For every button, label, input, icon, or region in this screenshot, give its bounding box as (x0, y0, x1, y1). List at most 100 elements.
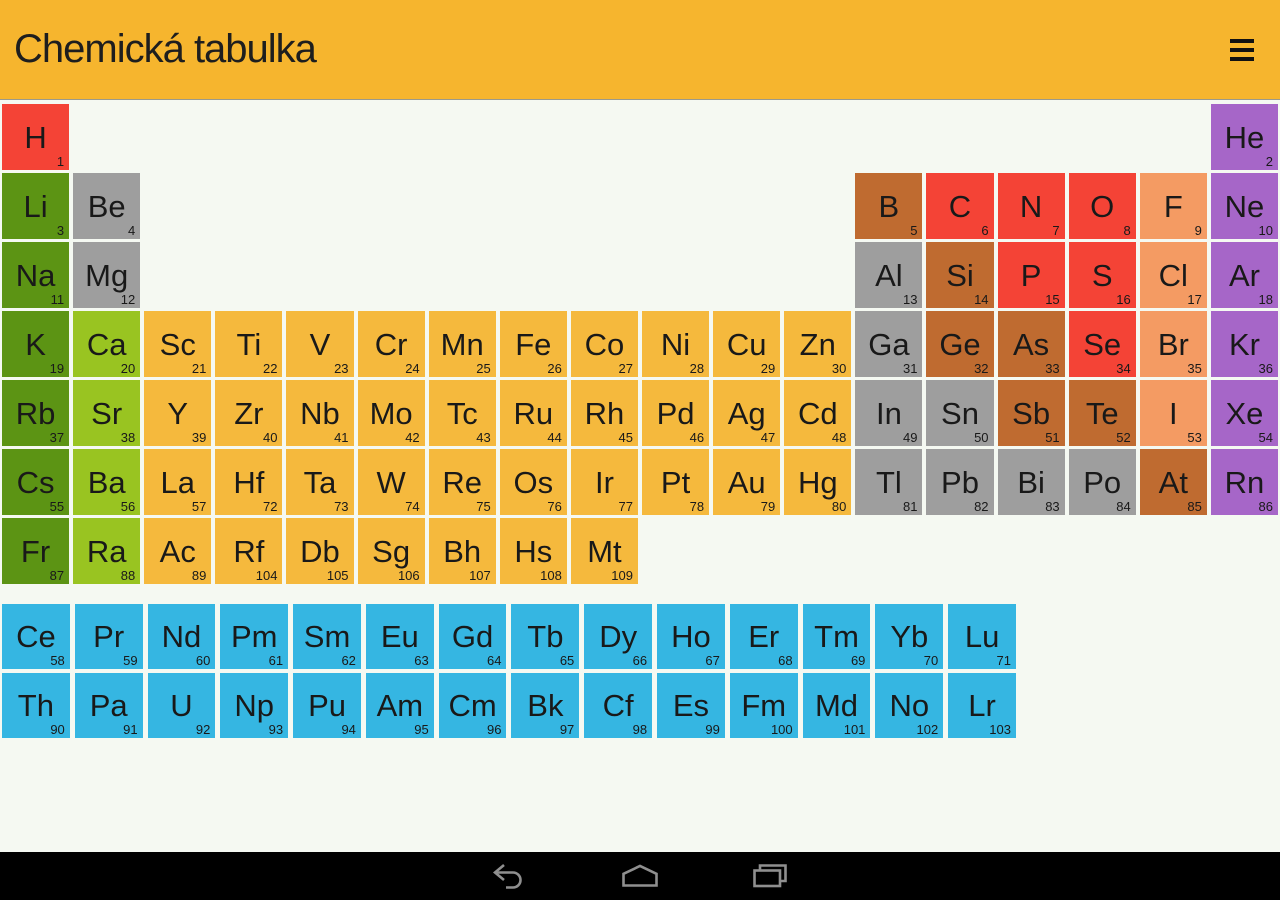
element-cell-Pu[interactable]: Pu 94 (293, 673, 361, 738)
element-cell-Rb[interactable]: Rb 37 (2, 380, 70, 446)
element-cell-Pr[interactable]: Pr 59 (74, 604, 143, 669)
element-cell-Nb[interactable]: Nb 41 (286, 380, 354, 446)
element-cell-Se[interactable]: Se 34 (1068, 311, 1136, 377)
element-cell-Er[interactable]: Er 68 (729, 604, 798, 669)
element-cell-Cu[interactable]: Cu 29 (713, 311, 781, 377)
menu-button[interactable] (1212, 15, 1272, 85)
element-cell-Mn[interactable]: Mn 25 (428, 311, 496, 377)
element-cell-Br[interactable]: Br 35 (1139, 311, 1207, 377)
element-cell-Hg[interactable]: Hg 80 (784, 449, 852, 515)
element-cell-Sn[interactable]: Sn 50 (926, 380, 994, 446)
element-cell-Pa[interactable]: Pa 91 (74, 673, 143, 738)
element-cell-Mg[interactable]: Mg 12 (73, 242, 141, 308)
element-cell-Sr[interactable]: Sr 38 (73, 380, 141, 446)
element-cell-Ba[interactable]: Ba 56 (73, 449, 141, 515)
element-cell-Tm[interactable]: Tm 69 (802, 604, 871, 669)
element-cell-Gd[interactable]: Gd 64 (438, 604, 507, 669)
element-cell-Po[interactable]: Po 84 (1068, 449, 1136, 515)
element-cell-Be[interactable]: Be 4 (73, 173, 141, 239)
element-cell-Au[interactable]: Au 79 (713, 449, 781, 515)
element-cell-Bh[interactable]: Bh 107 (428, 518, 496, 584)
element-cell-Am[interactable]: Am 95 (365, 673, 434, 738)
element-cell-I[interactable]: I 53 (1139, 380, 1207, 446)
element-cell-Cd[interactable]: Cd 48 (784, 380, 852, 446)
element-cell-U[interactable]: U 92 (147, 673, 216, 738)
element-cell-Bi[interactable]: Bi 83 (997, 449, 1065, 515)
element-cell-Th[interactable]: Th 90 (2, 673, 70, 738)
element-cell-Na[interactable]: Na 11 (2, 242, 70, 308)
element-cell-Mt[interactable]: Mt 109 (570, 518, 638, 584)
element-cell-In[interactable]: In 49 (855, 380, 923, 446)
element-cell-Ac[interactable]: Ac 89 (144, 518, 212, 584)
element-cell-Tc[interactable]: Tc 43 (428, 380, 496, 446)
element-cell-Y[interactable]: Y 39 (144, 380, 212, 446)
element-cell-Lu[interactable]: Lu 71 (948, 604, 1016, 669)
element-cell-Ag[interactable]: Ag 47 (713, 380, 781, 446)
element-cell-S[interactable]: S 16 (1068, 242, 1136, 308)
element-cell-Mo[interactable]: Mo 42 (357, 380, 425, 446)
element-cell-Rf[interactable]: Rf 104 (215, 518, 283, 584)
element-cell-Ir[interactable]: Ir 77 (570, 449, 638, 515)
element-cell-Np[interactable]: Np 93 (220, 673, 289, 738)
back-button[interactable] (491, 861, 529, 891)
element-cell-Sm[interactable]: Sm 62 (293, 604, 361, 669)
element-cell-Cr[interactable]: Cr 24 (357, 311, 425, 377)
element-cell-Ru[interactable]: Ru 44 (499, 380, 567, 446)
element-cell-Yb[interactable]: Yb 70 (875, 604, 944, 669)
element-cell-Kr[interactable]: Kr 36 (1210, 311, 1278, 377)
element-cell-Ho[interactable]: Ho 67 (657, 604, 725, 669)
element-cell-Dy[interactable]: Dy 66 (584, 604, 653, 669)
element-cell-Al[interactable]: Al 13 (855, 242, 923, 308)
element-cell-Hf[interactable]: Hf 72 (215, 449, 283, 515)
element-cell-Fr[interactable]: Fr 87 (2, 518, 70, 584)
element-cell-Ar[interactable]: Ar 18 (1210, 242, 1278, 308)
element-cell-Cf[interactable]: Cf 98 (584, 673, 653, 738)
element-cell-Re[interactable]: Re 75 (428, 449, 496, 515)
element-cell-Li[interactable]: Li 3 (2, 173, 70, 239)
element-cell-Ti[interactable]: Ti 22 (215, 311, 283, 377)
element-cell-Eu[interactable]: Eu 63 (365, 604, 434, 669)
element-cell-La[interactable]: La 57 (144, 449, 212, 515)
element-cell-Si[interactable]: Si 14 (926, 242, 994, 308)
element-cell-Zn[interactable]: Zn 30 (784, 311, 852, 377)
element-cell-Sc[interactable]: Sc 21 (144, 311, 212, 377)
element-cell-At[interactable]: At 85 (1139, 449, 1207, 515)
element-cell-Co[interactable]: Co 27 (570, 311, 638, 377)
element-cell-Os[interactable]: Os 76 (499, 449, 567, 515)
element-cell-Fe[interactable]: Fe 26 (499, 311, 567, 377)
element-cell-Pt[interactable]: Pt 78 (642, 449, 710, 515)
element-cell-Ce[interactable]: Ce 58 (2, 604, 70, 669)
element-cell-Db[interactable]: Db 105 (286, 518, 354, 584)
element-cell-Sb[interactable]: Sb 51 (997, 380, 1065, 446)
element-cell-Zr[interactable]: Zr 40 (215, 380, 283, 446)
element-cell-Ta[interactable]: Ta 73 (286, 449, 354, 515)
element-cell-Ga[interactable]: Ga 31 (855, 311, 923, 377)
element-cell-Nd[interactable]: Nd 60 (147, 604, 216, 669)
element-cell-Cm[interactable]: Cm 96 (438, 673, 507, 738)
element-cell-Cs[interactable]: Cs 55 (2, 449, 70, 515)
element-cell-K[interactable]: K 19 (2, 311, 70, 377)
element-cell-P[interactable]: P 15 (997, 242, 1065, 308)
element-cell-V[interactable]: V 23 (286, 311, 354, 377)
home-button[interactable] (621, 861, 659, 891)
element-cell-Md[interactable]: Md 101 (802, 673, 871, 738)
element-cell-W[interactable]: W 74 (357, 449, 425, 515)
element-cell-Ne[interactable]: Ne 10 (1210, 173, 1278, 239)
element-cell-Bk[interactable]: Bk 97 (511, 673, 580, 738)
element-cell-Ge[interactable]: Ge 32 (926, 311, 994, 377)
element-cell-Pm[interactable]: Pm 61 (220, 604, 289, 669)
element-cell-Cl[interactable]: Cl 17 (1139, 242, 1207, 308)
element-cell-Pd[interactable]: Pd 46 (642, 380, 710, 446)
element-cell-Tl[interactable]: Tl 81 (855, 449, 923, 515)
element-cell-Pb[interactable]: Pb 82 (926, 449, 994, 515)
element-cell-Ni[interactable]: Ni 28 (642, 311, 710, 377)
element-cell-He[interactable]: He 2 (1210, 104, 1278, 170)
element-cell-Es[interactable]: Es 99 (657, 673, 725, 738)
element-cell-Hs[interactable]: Hs 108 (499, 518, 567, 584)
recents-button[interactable] (751, 861, 789, 891)
